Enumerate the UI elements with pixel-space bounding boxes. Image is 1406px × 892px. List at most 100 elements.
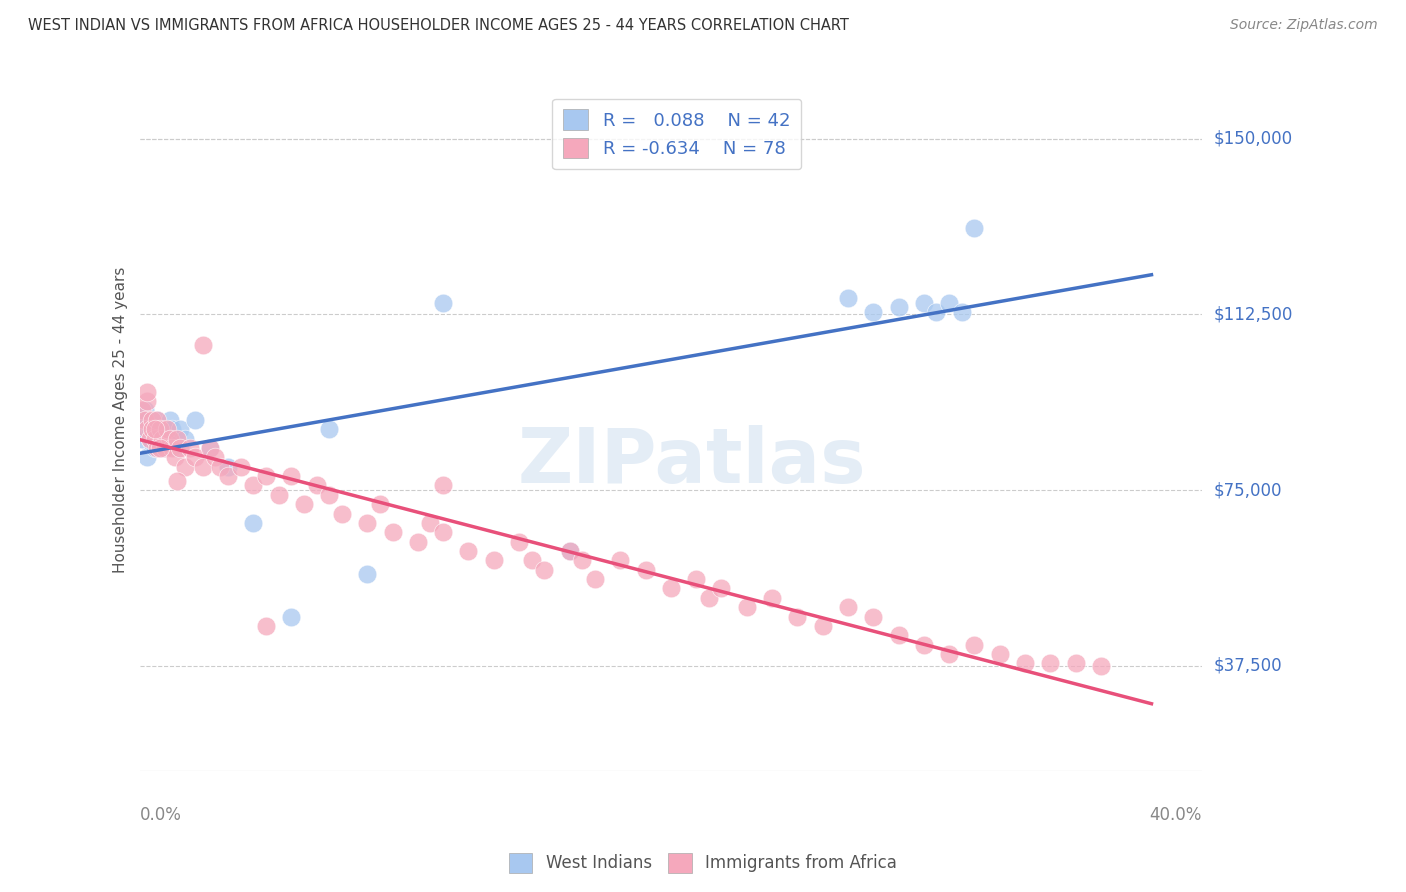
Point [862,305,884,319]
Point [583,572,606,586]
Point [988,647,1011,661]
Point [406,534,429,549]
Point [330,507,353,521]
Text: 0.0%: 0.0% [139,806,181,824]
Point [925,305,948,319]
Point [963,220,986,235]
Point [305,478,328,492]
Point [184,413,207,427]
Point [138,422,160,436]
Point [1014,657,1036,671]
Point [143,432,166,446]
Point [887,628,910,642]
Point [280,609,302,624]
Point [533,563,555,577]
Point [146,432,169,446]
Point [163,432,186,446]
Point [150,432,173,446]
Point [229,459,252,474]
Point [174,432,197,446]
Point [146,441,169,455]
Point [242,516,264,530]
Point [150,432,173,446]
Point [174,459,197,474]
Point [963,638,986,652]
Point [136,413,159,427]
Point [318,488,340,502]
Point [149,422,172,436]
Point [141,413,163,427]
Point [938,295,960,310]
Point [254,619,277,633]
Point [432,478,454,492]
Point [1039,657,1062,671]
Point [912,295,935,310]
Point [482,553,505,567]
Point [609,553,631,567]
Legend: West Indians, Immigrants from Africa: West Indians, Immigrants from Africa [502,847,904,880]
Point [149,422,172,436]
Point [146,413,169,427]
Text: Source: ZipAtlas.com: Source: ZipAtlas.com [1230,18,1378,32]
Point [150,441,173,455]
Point [200,441,222,455]
Point [169,441,191,455]
Point [134,422,156,436]
Point [163,450,186,465]
Point [162,441,184,455]
Text: ZIPatlas: ZIPatlas [517,425,866,499]
Point [146,413,169,427]
Point [837,291,859,305]
Point [131,403,153,417]
Point [710,582,733,596]
Point [166,474,188,488]
Point [938,647,960,661]
Text: $112,500: $112,500 [1213,305,1292,324]
Point [134,403,156,417]
Point [356,567,378,582]
Point [141,436,163,450]
Point [153,441,176,455]
Legend: R =   0.088    N = 42, R = -0.634    N = 78: R = 0.088 N = 42, R = -0.634 N = 78 [553,99,801,169]
Point [217,469,239,483]
Point [432,295,454,310]
Point [191,459,214,474]
Point [156,422,179,436]
Point [217,459,239,474]
Point [419,516,441,530]
Point [761,591,783,605]
Point [697,591,720,605]
Point [136,394,159,409]
Point [356,516,378,530]
Point [141,422,163,436]
Point [131,432,153,446]
Point [143,441,166,455]
Point [558,544,581,558]
Y-axis label: Householder Income Ages 25 - 44 years: Householder Income Ages 25 - 44 years [114,267,128,573]
Point [254,469,277,483]
Point [149,441,172,455]
Point [950,305,973,319]
Point [685,572,707,586]
Point [318,422,340,436]
Point [138,432,160,446]
Point [558,544,581,558]
Point [292,497,315,511]
Point [912,638,935,652]
Point [457,544,479,558]
Point [153,422,176,436]
Point [184,450,207,465]
Point [141,413,163,427]
Point [136,450,159,465]
Point [1064,657,1087,671]
Point [242,478,264,492]
Point [143,422,166,436]
Point [735,600,758,615]
Point [659,582,682,596]
Point [134,413,156,427]
Point [204,450,226,465]
Point [138,432,160,446]
Point [166,441,188,455]
Text: $37,500: $37,500 [1213,657,1282,674]
Point [368,497,391,511]
